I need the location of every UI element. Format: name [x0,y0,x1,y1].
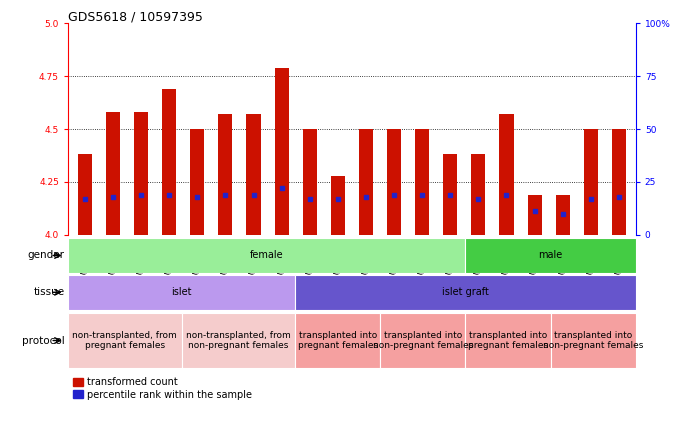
Bar [246,114,260,235]
Bar [78,154,92,235]
Bar [68,275,295,310]
Bar [275,68,288,235]
Text: GDS5618 / 10597395: GDS5618 / 10597395 [68,11,203,24]
Bar [443,154,458,235]
Text: male: male [539,250,563,261]
Bar [134,112,148,235]
Bar [528,195,542,235]
Text: transplanted into
non-pregnant females: transplanted into non-pregnant females [373,331,473,350]
Text: protocol: protocol [22,335,65,346]
Bar [387,129,401,235]
Text: non-transplanted, from
pregnant females: non-transplanted, from pregnant females [72,331,177,350]
Bar [359,129,373,235]
Bar [295,313,380,368]
Text: islet graft: islet graft [442,287,489,297]
Bar [106,112,120,235]
Bar [415,129,429,235]
Bar [612,129,626,235]
Bar [68,313,182,368]
Bar [584,129,598,235]
Bar [190,129,204,235]
Bar [303,129,317,235]
Text: gender: gender [28,250,65,261]
Bar [330,176,345,235]
Bar [295,275,636,310]
Text: transplanted into
pregnant females: transplanted into pregnant females [298,331,378,350]
Bar [68,238,465,273]
Bar [500,114,513,235]
Text: tissue: tissue [33,287,65,297]
Text: non-transplanted, from
non-pregnant females: non-transplanted, from non-pregnant fema… [186,331,291,350]
Text: islet: islet [171,287,192,297]
Bar [162,89,176,235]
Legend: transformed count, percentile rank within the sample: transformed count, percentile rank withi… [73,377,252,400]
Bar [182,313,295,368]
Bar [465,238,636,273]
Text: transplanted into
non-pregnant females: transplanted into non-pregnant females [543,331,643,350]
Bar [380,313,465,368]
Bar [551,313,636,368]
Bar [471,154,486,235]
Text: female: female [250,250,284,261]
Text: transplanted into
pregnant females: transplanted into pregnant females [468,331,548,350]
Bar [465,313,551,368]
Bar [556,195,570,235]
Bar [218,114,233,235]
